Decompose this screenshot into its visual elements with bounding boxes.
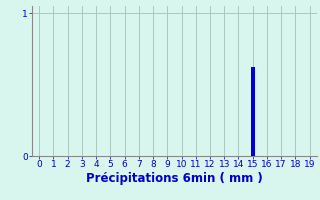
Bar [251, 67, 254, 156]
X-axis label: Précipitations 6min ( mm ): Précipitations 6min ( mm ) [86, 172, 263, 185]
